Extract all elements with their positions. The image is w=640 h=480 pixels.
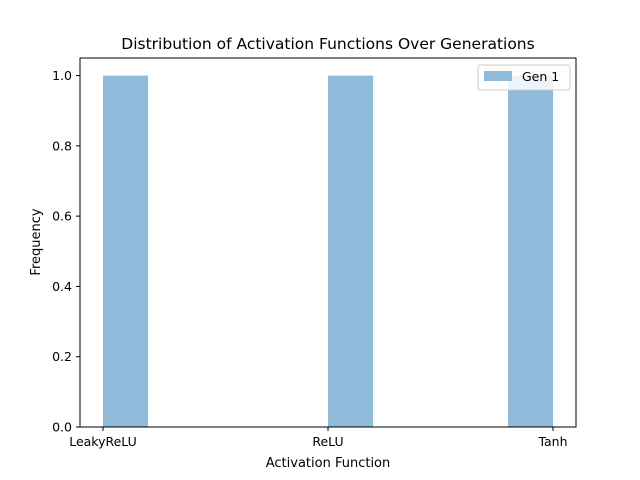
legend-swatch <box>484 71 512 81</box>
y-tick-label: 0.4 <box>52 279 72 294</box>
x-axis-ticks: LeakyReLU ReLU Tanh <box>69 427 568 449</box>
y-tick-label: 0.0 <box>52 420 72 435</box>
legend: Gen 1 <box>477 64 571 91</box>
bar-relu <box>328 75 373 428</box>
y-tick-label: 0.6 <box>52 209 72 224</box>
x-tick-label: Tanh <box>537 434 567 449</box>
bars-layer <box>103 75 553 428</box>
x-tick-label: LeakyReLU <box>69 434 137 449</box>
y-tick-label: 0.2 <box>52 349 72 364</box>
x-tick-label: ReLU <box>312 434 343 449</box>
x-axis-label: Activation Function <box>266 456 391 471</box>
chart-title: Distribution of Activation Functions Ove… <box>121 35 534 53</box>
bar-tanh <box>508 75 553 428</box>
y-axis-label: Frequency <box>29 208 44 275</box>
bar-leakyrelu <box>103 75 148 428</box>
y-axis-ticks: 0.0 0.2 0.4 0.6 0.8 1.0 <box>52 68 80 435</box>
y-tick-label: 0.8 <box>52 138 72 153</box>
y-tick-label: 1.0 <box>52 68 72 83</box>
legend-label: Gen 1 <box>522 69 559 84</box>
